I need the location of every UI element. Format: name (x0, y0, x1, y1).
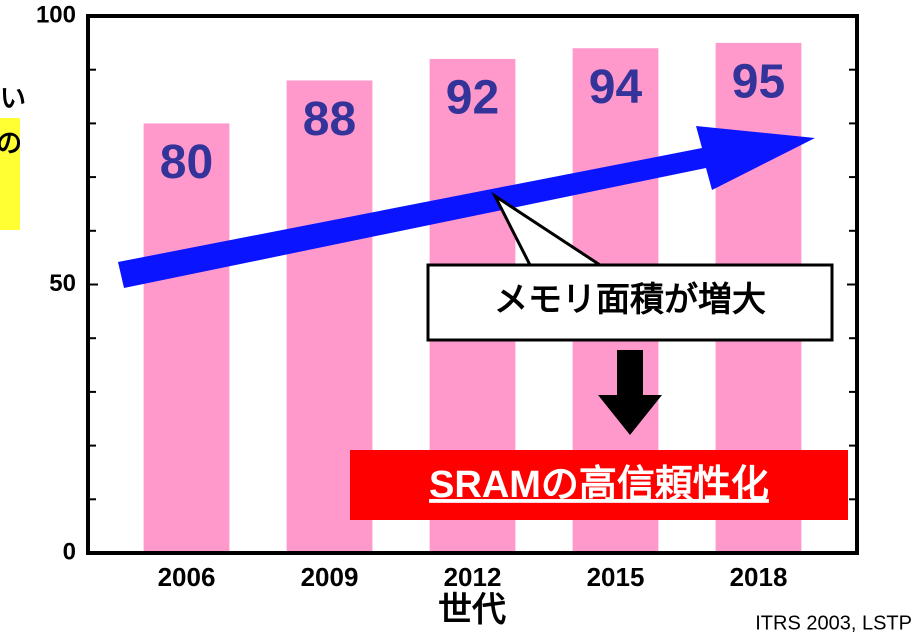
callout-box (426, 191, 834, 342)
conclusion-box (350, 450, 848, 520)
x-tick-label: 2006 (158, 562, 216, 592)
value-label: 92 (446, 72, 499, 125)
x-tick-label: 2009 (301, 562, 359, 592)
x-axis-label: 世代 (438, 591, 506, 629)
x-tick-label: 2018 (730, 562, 788, 592)
x-tick-label: 2012 (444, 562, 502, 592)
bar (143, 123, 230, 554)
trend-arrow (118, 126, 815, 288)
value-label: 95 (732, 56, 785, 109)
conclusion-text: SRAMの高信頼性化 (429, 464, 769, 506)
note-fragment: い (0, 83, 26, 113)
down-arrow (598, 350, 662, 435)
x-tick-label: 2015 (587, 562, 645, 592)
y-tick-label: 0 (63, 538, 76, 565)
source: ITRS 2003, LSTP (755, 612, 912, 634)
note-box (0, 118, 20, 230)
value-label: 94 (589, 61, 643, 114)
callout-text: メモリ面積が増大 (494, 281, 766, 319)
value-label: 80 (160, 136, 213, 189)
note-fragment: の (0, 128, 22, 158)
value-label: 88 (303, 93, 356, 146)
y-tick-label: 50 (49, 270, 76, 297)
y-tick-label: 100 (36, 1, 76, 28)
